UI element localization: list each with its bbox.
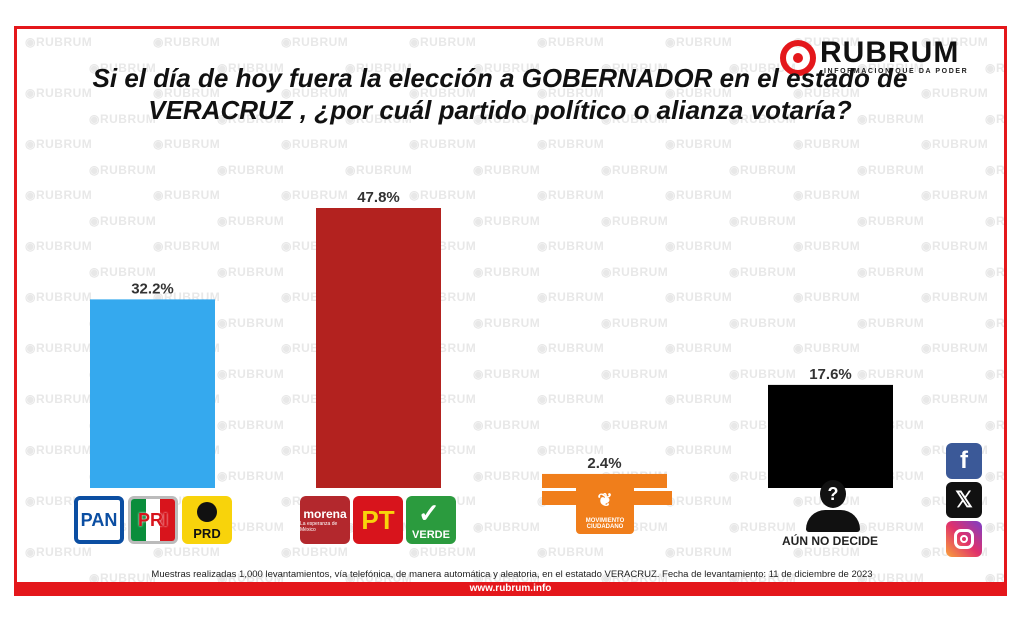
facebook-icon[interactable]: f: [946, 443, 982, 479]
pt-logo: PT: [353, 496, 403, 544]
undecided-label: AÚN NO DECIDE: [781, 534, 878, 548]
data-label-3: 17.6%: [809, 366, 852, 383]
mc-label: MOVIMIENTO CIUDADANO: [585, 518, 625, 530]
morena-label: morena: [303, 507, 347, 521]
bar-pan-pri-prd: [90, 299, 215, 488]
instagram-icon[interactable]: [946, 521, 982, 557]
prd-sun-icon: [197, 502, 217, 522]
pri-logo: PRI: [128, 496, 178, 544]
undecided-person-icon: ?: [806, 480, 860, 532]
logo-wordmark: RUBRUM: [820, 36, 960, 69]
pri-label: PRI: [137, 509, 168, 530]
morena-logo: morena La esperanza de México: [300, 496, 350, 544]
chart-title: Si el día de hoy fuera la elección a GOB…: [92, 63, 908, 125]
pt-label: PT: [361, 504, 395, 535]
website-url[interactable]: www.rubrum.info: [14, 582, 1007, 596]
pan-label: PAN: [80, 509, 118, 530]
methodology-note: Muestras realizadas 1,000 levantamientos…: [151, 569, 873, 580]
eagle-icon: ❦: [597, 490, 613, 510]
prd-logo: PRD: [182, 496, 232, 544]
mc-logo: ❦ MOVIMIENTO CIUDADANO: [576, 484, 634, 534]
data-label-1: 47.8%: [357, 189, 400, 206]
verde-check-icon: ✓: [418, 498, 440, 528]
x-icon[interactable]: 𝕏: [946, 482, 982, 518]
verde-label: VERDE: [412, 529, 450, 541]
logo-ring-icon: [780, 40, 816, 76]
bar-movimiento-ciudadano: [542, 473, 667, 488]
data-label-2: 2.4%: [587, 455, 621, 472]
verde-logo: ✓ VERDE: [406, 496, 456, 544]
data-label-0: 32.2%: [131, 280, 174, 297]
bar-a-n-no-decide: [768, 384, 893, 488]
logo-tagline: INFORMACION QUE DA PODER: [824, 68, 969, 75]
prd-label: PRD: [193, 526, 221, 541]
pan-logo: PAN: [74, 496, 124, 544]
morena-sublabel: La esperanza de México: [300, 521, 338, 533]
rubrum-logo: RUBRUM INFORMACION QUE DA PODER: [780, 36, 975, 80]
bar-morena-pt-verde: [316, 208, 441, 488]
